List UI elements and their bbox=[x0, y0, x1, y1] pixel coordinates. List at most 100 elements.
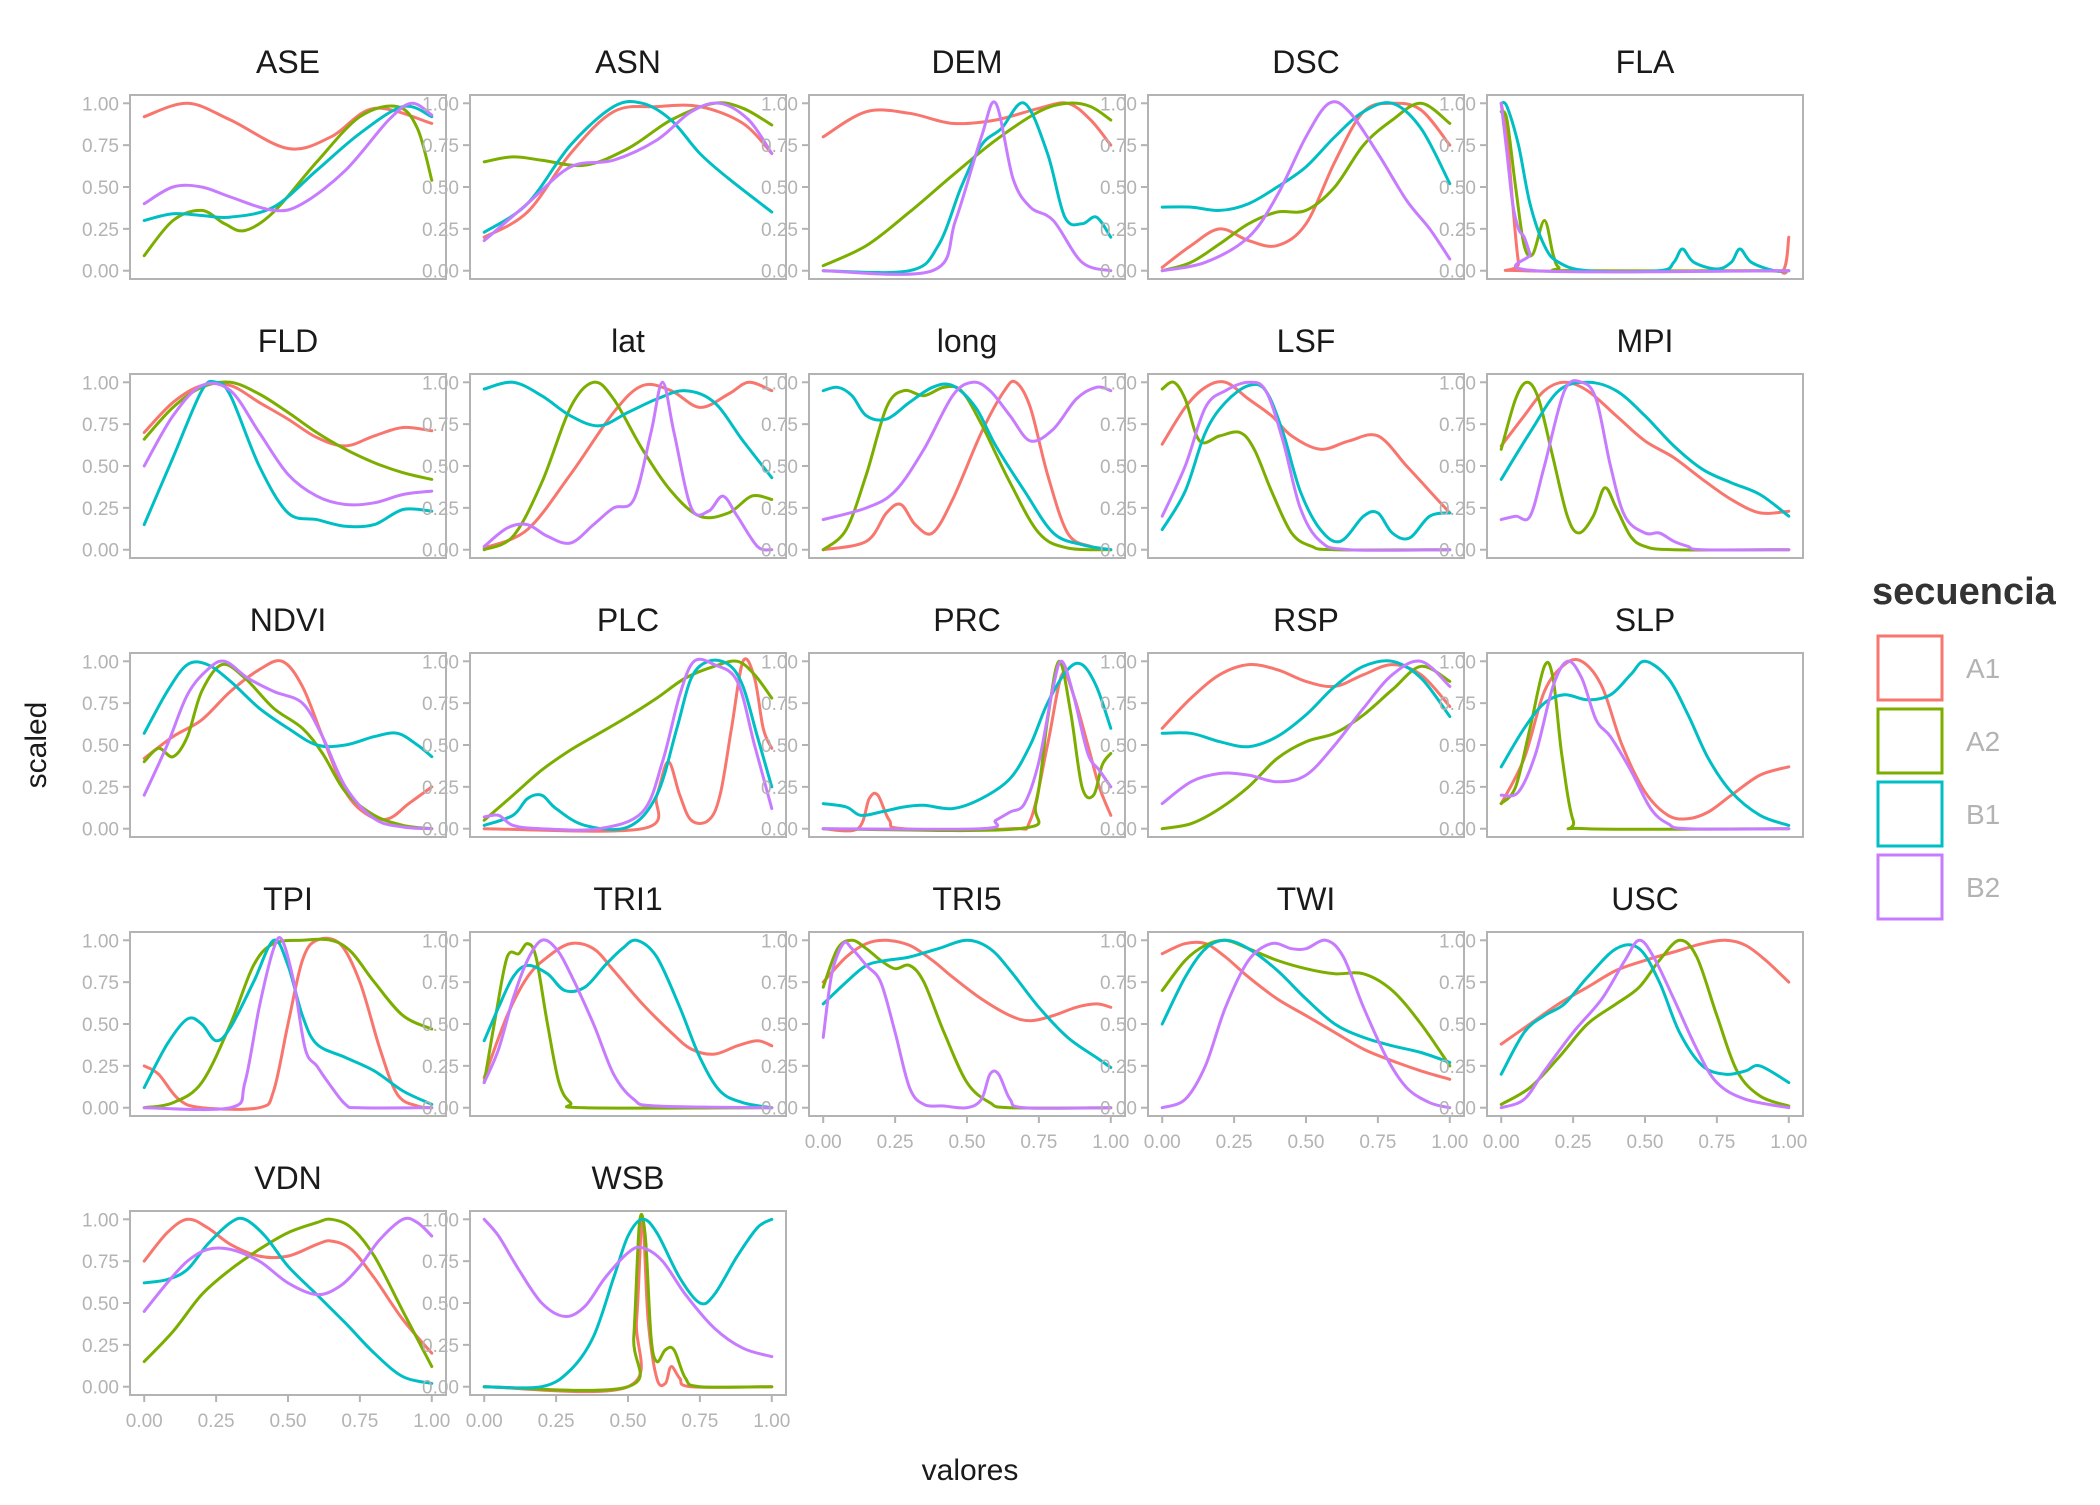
series-line-a2 bbox=[142, 104, 434, 258]
x-tick-label: 0.75 bbox=[341, 1411, 378, 1432]
panel-slp: SLP 0.00 0.25 0.50 0.75 1.00 bbox=[1439, 602, 1804, 841]
panel-title: DSC bbox=[1272, 44, 1340, 80]
legend: secuencia A1 A2 B1 B2 bbox=[1872, 571, 2057, 921]
y-tick-label: 0.25 bbox=[1439, 1057, 1476, 1078]
y-tick-label: 0.00 bbox=[761, 820, 798, 841]
legend-entry-b1: B1 bbox=[1876, 780, 2000, 848]
series-line-b2 bbox=[142, 659, 434, 831]
series-line-b2 bbox=[821, 100, 1113, 276]
y-tick-label: 0.00 bbox=[761, 262, 798, 283]
y-tick-label: 0.00 bbox=[1439, 820, 1476, 841]
y-tick-label: 0.75 bbox=[761, 415, 798, 436]
y-tick-label: 0.25 bbox=[761, 220, 798, 241]
panel-long: long 0.00 0.25 0.50 0.75 1.00 bbox=[761, 323, 1126, 562]
series-line-b2 bbox=[142, 101, 434, 213]
panel-frame bbox=[808, 931, 1126, 1117]
series-group bbox=[142, 659, 434, 831]
y-tick-label: 0.75 bbox=[82, 1252, 119, 1273]
panel-frame bbox=[1147, 94, 1465, 280]
series-line-a2 bbox=[482, 101, 774, 168]
series-line-b1 bbox=[1160, 101, 1452, 212]
x-tick-label: 0.50 bbox=[610, 1411, 647, 1432]
series-line-a2 bbox=[1160, 101, 1452, 273]
panels-layer: ASE 0.00 0.25 0.50 0.75 1.00 ASN 0.00 0.25 0.50 0.… bbox=[82, 44, 1807, 1432]
series-line-a1 bbox=[1160, 380, 1452, 515]
series-group bbox=[142, 1216, 434, 1385]
series-line-b2 bbox=[821, 380, 1113, 522]
x-axis-title: valores bbox=[922, 1454, 1019, 1487]
series-line-a2 bbox=[482, 380, 774, 552]
y-tick-label: 0.00 bbox=[82, 1378, 119, 1399]
y-tick-label: 0.25 bbox=[1439, 778, 1476, 799]
y-tick-label: 0.75 bbox=[422, 1252, 459, 1273]
y-tick-label: 1.00 bbox=[761, 94, 798, 115]
y-tick-label: 0.25 bbox=[761, 1057, 798, 1078]
series-line-a2 bbox=[1499, 660, 1791, 831]
y-tick-label: 0.75 bbox=[422, 136, 459, 157]
series-group bbox=[1499, 101, 1791, 275]
legend-label: B1 bbox=[1966, 799, 2000, 830]
series-line-b2 bbox=[1499, 659, 1791, 831]
series-line-b2 bbox=[1160, 380, 1452, 552]
y-tick-label: 1.00 bbox=[761, 652, 798, 673]
series-line-b2 bbox=[1160, 659, 1452, 806]
y-tick-label: 0.25 bbox=[761, 499, 798, 520]
x-tick-label: 0.50 bbox=[1627, 1132, 1664, 1153]
panel-fld: FLD 0.00 0.25 0.50 0.75 1.00 bbox=[82, 323, 447, 562]
y-tick-label: 0.50 bbox=[761, 178, 798, 199]
series-line-a1 bbox=[482, 380, 774, 550]
series-line-b1 bbox=[482, 938, 774, 1110]
series-line-b2 bbox=[1160, 100, 1452, 273]
series-line-b1 bbox=[482, 100, 774, 234]
y-tick-label: 0.75 bbox=[422, 694, 459, 715]
panel-title: WSB bbox=[592, 1160, 665, 1196]
panel-title: long bbox=[937, 323, 998, 359]
y-tick-label: 0.75 bbox=[422, 415, 459, 436]
panel-title: TPI bbox=[263, 881, 313, 917]
series-line-a1 bbox=[142, 659, 434, 822]
series-line-a1 bbox=[482, 941, 774, 1080]
panel-title: PRC bbox=[933, 602, 1001, 638]
series-line-b2 bbox=[821, 940, 1113, 1110]
y-tick-label: 0.50 bbox=[1100, 1015, 1137, 1036]
y-tick-label: 0.75 bbox=[761, 694, 798, 715]
y-tick-label: 0.00 bbox=[82, 262, 119, 283]
y-tick-label: 0.50 bbox=[82, 1015, 119, 1036]
series-line-b2 bbox=[482, 380, 774, 552]
panel-tri5: TRI5 0.00 0.25 0.50 0.75 1.00 0.00 0.25 0.50 0.75… bbox=[761, 881, 1129, 1153]
panel-frame bbox=[1486, 652, 1804, 838]
panel-title: USC bbox=[1611, 881, 1679, 917]
series-line-a1 bbox=[1160, 940, 1452, 1081]
y-tick-label: 1.00 bbox=[1100, 931, 1137, 952]
panel-usc: USC 0.00 0.25 0.50 0.75 1.00 0.00 0.25 0.50 0.75 1… bbox=[1439, 881, 1807, 1153]
y-tick-label: 0.25 bbox=[82, 1336, 119, 1357]
y-tick-label: 0.00 bbox=[1439, 1099, 1476, 1120]
y-tick-label: 1.00 bbox=[1439, 931, 1476, 952]
series-group bbox=[1160, 380, 1452, 552]
panel-title: ASN bbox=[595, 44, 661, 80]
y-tick-label: 0.50 bbox=[1439, 736, 1476, 757]
x-tick-label: 1.00 bbox=[1770, 1132, 1807, 1153]
y-tick-label: 0.50 bbox=[1100, 457, 1137, 478]
y-tick-label: 0.50 bbox=[82, 736, 119, 757]
series-line-a2 bbox=[821, 101, 1113, 268]
series-line-b1 bbox=[142, 379, 434, 529]
y-tick-label: 0.25 bbox=[1439, 499, 1476, 520]
series-line-a1 bbox=[821, 938, 1113, 1023]
panel-rsp: RSP 0.00 0.25 0.50 0.75 1.00 bbox=[1100, 602, 1465, 841]
y-tick-label: 0.00 bbox=[422, 820, 459, 841]
y-tick-label: 0.25 bbox=[1100, 220, 1137, 241]
y-tick-label: 0.50 bbox=[761, 457, 798, 478]
y-tick-label: 0.50 bbox=[82, 178, 119, 199]
series-line-a2 bbox=[142, 662, 434, 831]
panel-ndvi: NDVI 0.00 0.25 0.50 0.75 1.00 bbox=[82, 602, 447, 841]
y-tick-label: 0.50 bbox=[1439, 1015, 1476, 1036]
panel-frame bbox=[1486, 94, 1804, 280]
y-tick-label: 0.25 bbox=[1100, 778, 1137, 799]
series-line-a2 bbox=[821, 938, 1113, 1110]
legend-title: secuencia bbox=[1872, 571, 2057, 613]
panel-title: RSP bbox=[1273, 602, 1339, 638]
legend-label: A2 bbox=[1966, 726, 2000, 757]
